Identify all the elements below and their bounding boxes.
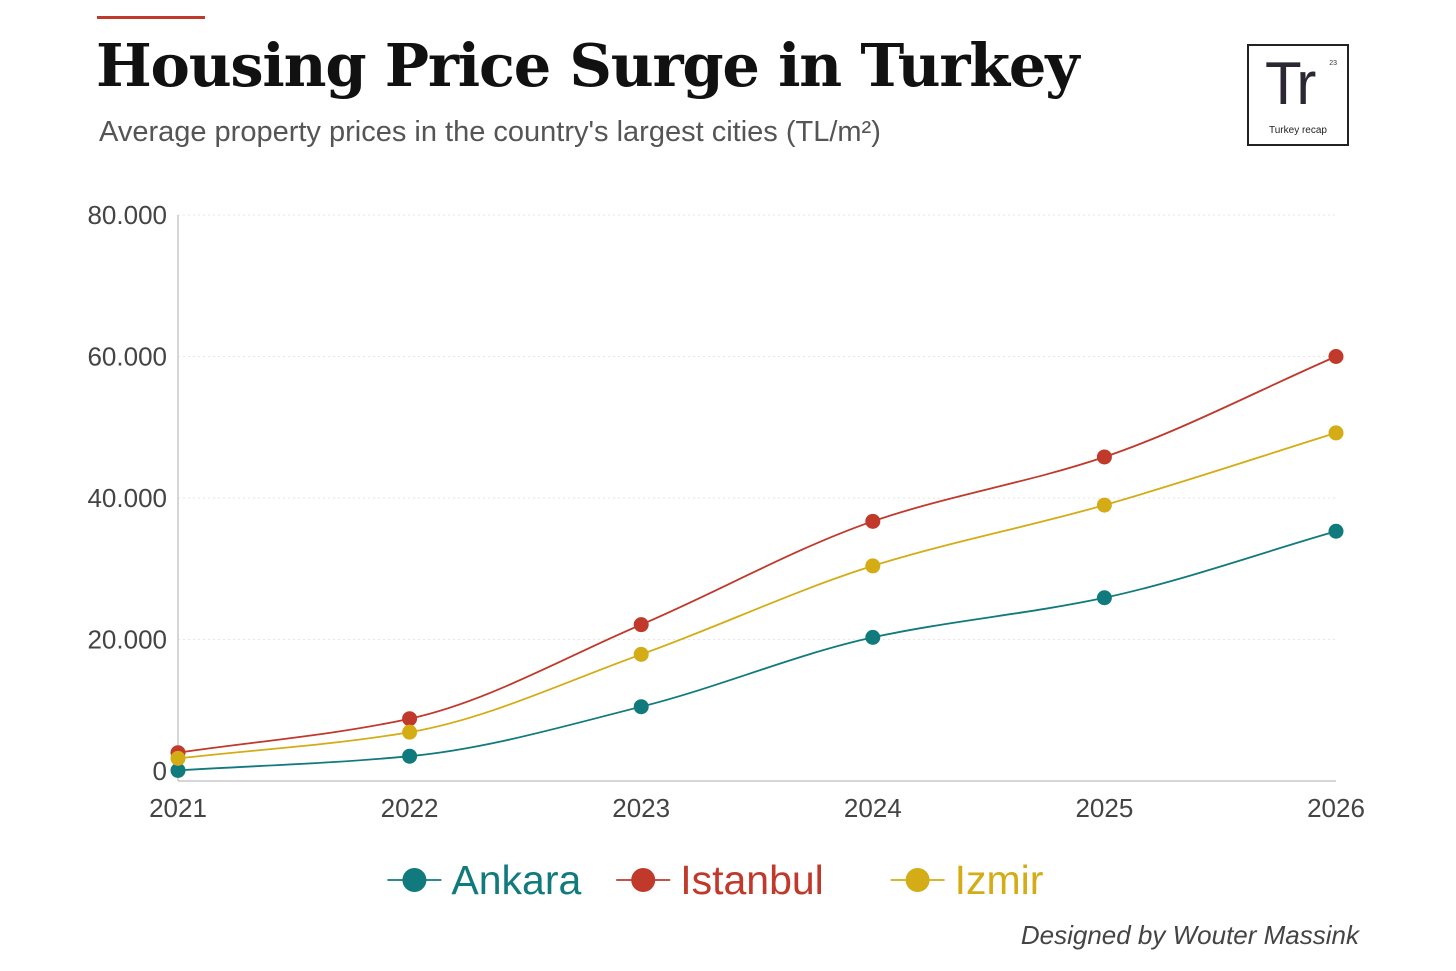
- data-point-ankara-2022: [402, 748, 418, 764]
- data-point-ankara-2026: [1328, 523, 1344, 539]
- x-tick-label: 2022: [381, 793, 439, 823]
- turkey-recap-logo: Tr 23 Turkey recap: [1247, 44, 1349, 146]
- data-point-istanbul-2025: [1096, 449, 1112, 465]
- logo-name: Turkey recap: [1269, 125, 1327, 136]
- data-point-istanbul-2024: [865, 513, 881, 529]
- legend-label-izmir: Izmir: [955, 857, 1044, 903]
- legend-item-istanbul: Istanbul: [616, 857, 824, 903]
- data-point-izmir-2022: [402, 724, 418, 740]
- y-tick-label: 40.000: [87, 483, 167, 513]
- data-point-izmir-2023: [633, 646, 649, 662]
- legend-marker-dot: [905, 868, 930, 892]
- series-line-istanbul: [177, 355, 1337, 754]
- y-tick-label: 0: [153, 756, 167, 786]
- logo-mark: Tr: [1265, 50, 1316, 117]
- y-tick-label: 20.000: [87, 625, 167, 655]
- data-point-izmir-2026: [1328, 425, 1344, 441]
- legend: Ankara Istanbul Izmir: [387, 857, 1043, 903]
- x-tick-labels: 2021 2022 2023 2024 2025 2026: [149, 793, 1365, 823]
- series-line-ankara: [177, 530, 1337, 772]
- series-line-izmir: [177, 432, 1337, 760]
- legend-marker-dot: [631, 868, 656, 892]
- x-tick-label: 2024: [844, 793, 902, 823]
- data-point-ankara-2024: [865, 629, 881, 645]
- data-point-izmir-2024: [865, 558, 881, 574]
- logo-number: 23: [1329, 60, 1337, 67]
- x-tick-label: 2023: [612, 793, 670, 823]
- x-tick-label: 2021: [149, 793, 207, 823]
- data-point-izmir-2025: [1096, 497, 1112, 513]
- title-accent-rule: [97, 16, 205, 19]
- axes: [177, 215, 1336, 782]
- series-points: [170, 349, 1344, 778]
- data-point-ankara-2023: [633, 699, 649, 715]
- data-point-izmir-2021: [170, 750, 186, 766]
- data-point-ankara-2021: [170, 762, 186, 778]
- legend-item-ankara: Ankara: [387, 857, 582, 903]
- legend-item-izmir: Izmir: [890, 857, 1044, 903]
- data-point-ankara-2025: [1096, 590, 1112, 606]
- data-point-istanbul-2022: [402, 711, 418, 727]
- designer-credit: Designed by Wouter Massink: [1020, 920, 1359, 950]
- data-point-istanbul-2023: [633, 617, 649, 633]
- chart-title: Housing Price Surge in Turkey: [96, 31, 1080, 100]
- gridlines: [178, 214, 1336, 640]
- y-tick-labels: 0 20.000 40.000 60.000 80.000: [87, 200, 167, 786]
- legend-label-istanbul: Istanbul: [680, 857, 824, 903]
- data-point-istanbul-2026: [1328, 349, 1344, 364]
- chart-subtitle: Average property prices in the country's…: [99, 116, 881, 148]
- y-tick-label: 80.000: [87, 200, 167, 230]
- legend-marker-dot: [402, 868, 427, 892]
- y-tick-label: 60.000: [87, 342, 167, 372]
- legend-label-ankara: Ankara: [451, 857, 581, 903]
- x-tick-label: 2026: [1307, 793, 1365, 823]
- x-tick-label: 2025: [1075, 793, 1133, 823]
- series-lines: [177, 355, 1337, 772]
